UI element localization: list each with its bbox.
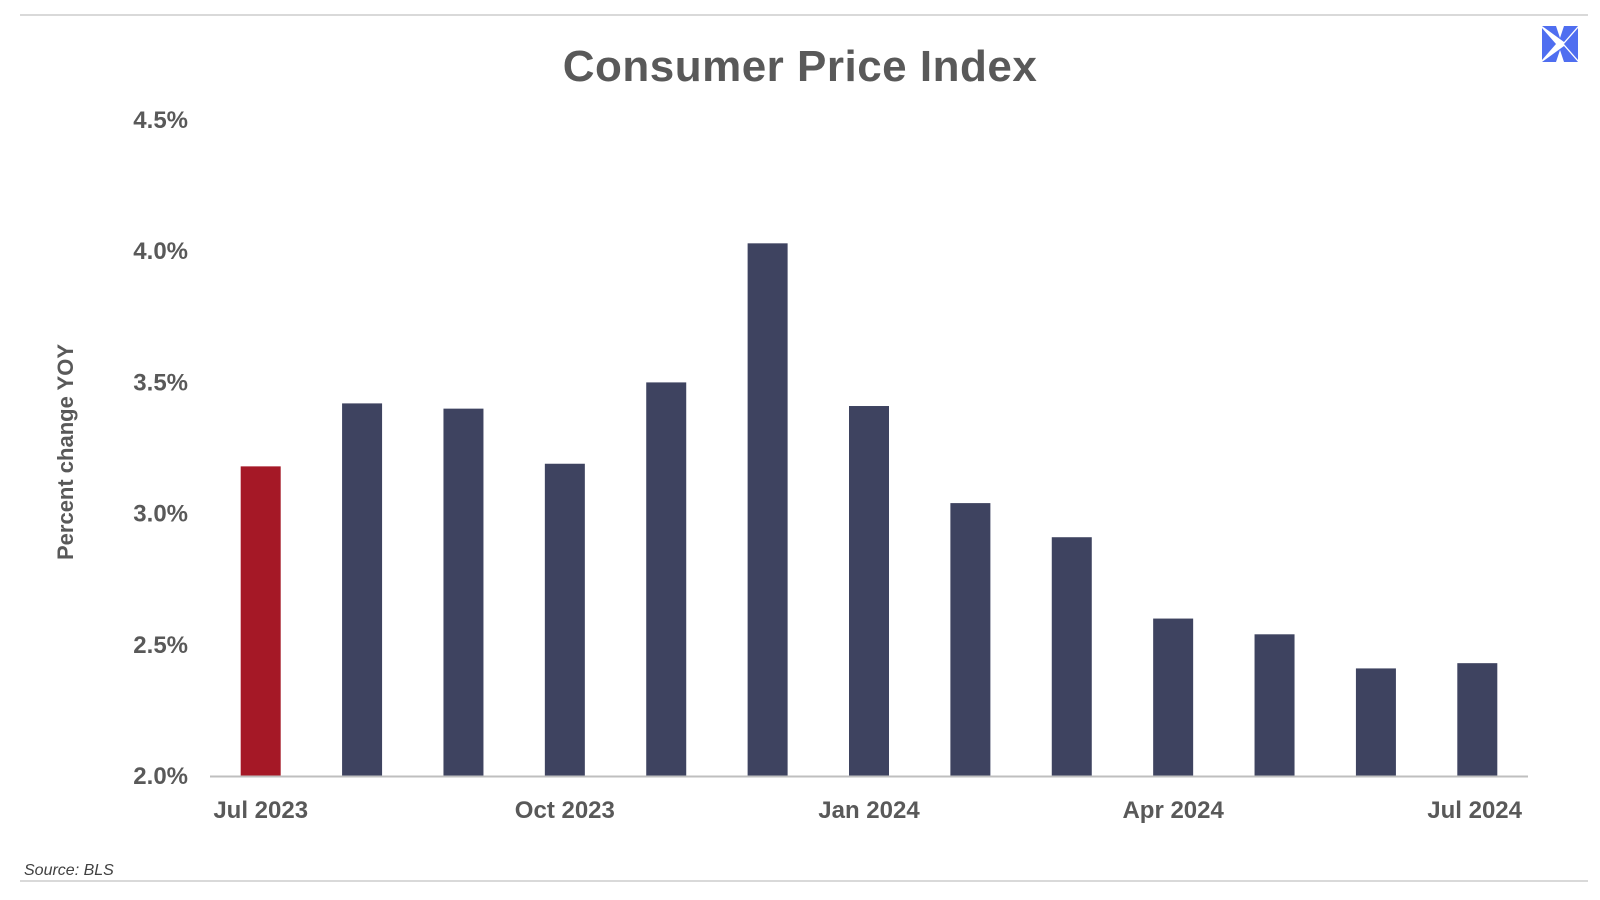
bar xyxy=(443,408,484,776)
x-tick-label: Oct 2023 xyxy=(515,797,615,824)
bar xyxy=(1355,668,1396,776)
logo-petal xyxy=(1564,28,1578,60)
y-tick-label: 4.0% xyxy=(133,238,188,265)
x-tick-label: Jul 2023 xyxy=(213,797,308,824)
x-tick-label: Jul 2024 xyxy=(1427,797,1522,824)
x-tick-label: Jan 2024 xyxy=(818,797,920,824)
logo-petal xyxy=(1542,26,1578,42)
y-tick-label: 2.0% xyxy=(133,763,188,790)
y-tick-label: 3.5% xyxy=(133,369,188,396)
top-divider xyxy=(20,14,1588,16)
bar xyxy=(544,463,585,776)
bar xyxy=(646,382,687,776)
logo-petal xyxy=(1542,46,1578,62)
chart-title: Consumer Price Index xyxy=(562,42,1038,91)
highlighted-bar xyxy=(240,466,281,776)
brand-logo-icon xyxy=(1542,26,1578,62)
logo-petal xyxy=(1542,28,1556,60)
bar xyxy=(950,503,991,776)
bar xyxy=(1153,618,1194,776)
y-tick-label: 2.5% xyxy=(133,632,188,659)
bar xyxy=(1254,634,1295,776)
bar xyxy=(1051,537,1092,776)
bottom-divider xyxy=(20,880,1588,882)
bar xyxy=(1457,663,1498,776)
source-note: Source: BLS xyxy=(24,862,114,879)
bar xyxy=(747,243,788,776)
bar xyxy=(342,403,383,776)
x-tick-label: Apr 2024 xyxy=(1122,797,1224,824)
bar xyxy=(849,406,889,776)
y-tick-label: 3.0% xyxy=(133,501,188,528)
y-tick-label: 4.5% xyxy=(133,107,188,134)
